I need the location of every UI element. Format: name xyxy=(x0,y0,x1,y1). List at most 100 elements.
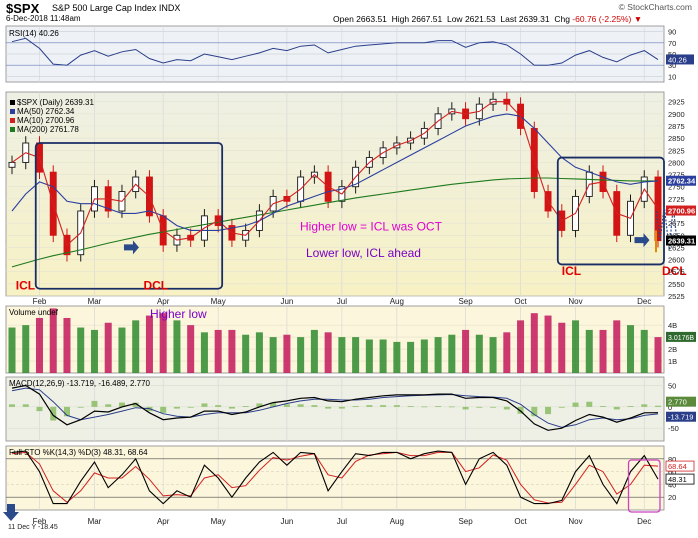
price-tick-label: 2850 xyxy=(668,134,685,143)
volume-bar xyxy=(448,334,456,373)
price-tick-label: 2825 xyxy=(668,146,685,155)
macd-histogram-bar xyxy=(503,406,510,410)
low-value: 2621.53 xyxy=(464,14,496,24)
x-tick-label: Oct xyxy=(514,517,527,526)
macd-histogram-bar xyxy=(338,406,345,409)
x-tick-label: May xyxy=(211,297,226,306)
x-tick-label: Aug xyxy=(390,297,404,306)
volume-tick-label: 1B xyxy=(668,357,677,366)
macd-histogram-bar xyxy=(435,406,442,407)
macd-histogram-bar xyxy=(160,406,167,413)
volume-bar xyxy=(434,337,442,373)
down-arrow-icon xyxy=(3,504,19,521)
earnings-label: 11 Dec Y -18.45 xyxy=(8,524,58,531)
price-last-value-label: 2639.31 xyxy=(668,236,695,245)
annotation-box-oct-dec xyxy=(556,156,665,266)
rsi-tick-label: 10 xyxy=(668,72,676,81)
volume-bar xyxy=(365,339,373,373)
price-tick-label: 2900 xyxy=(668,110,685,119)
macd-histogram-bar xyxy=(215,405,222,407)
price-tick-label: 2600 xyxy=(668,256,685,265)
volume-tick-label: 4B xyxy=(668,321,677,330)
volume-bar xyxy=(159,313,167,373)
price-legend-symbol: $SPX (Daily) 2639.31 xyxy=(10,98,94,107)
volume-last-value-label: 3.0176B xyxy=(668,335,694,342)
x-tick-label: Aug xyxy=(390,517,404,526)
ma10-line xyxy=(11,101,659,246)
x-tick-label: Mar xyxy=(88,517,102,526)
macd-histogram-bar xyxy=(63,406,70,417)
macd-histogram-bar xyxy=(531,406,538,417)
volume-bar xyxy=(627,325,635,373)
annotation-box-sto xyxy=(627,459,661,513)
down-triangle-icon: ▼ xyxy=(633,14,643,24)
high-label: High xyxy=(391,14,410,24)
last-value: 2639.31 xyxy=(518,14,550,24)
high-value: 2667.51 xyxy=(411,14,443,24)
volume-bar xyxy=(613,320,621,373)
volume-bar xyxy=(503,332,511,373)
sto-panel-title: Full STO %K(14,3) %D(3) 48.31, 68.64 xyxy=(9,448,148,457)
macd-histogram-bar xyxy=(311,405,318,407)
price-candle-body xyxy=(654,176,662,242)
x-tick-label: Feb xyxy=(33,517,47,526)
price-tick-label: 2525 xyxy=(668,292,685,301)
volume-bar xyxy=(338,337,346,373)
volume-bar xyxy=(420,339,428,373)
price-last-value-tag xyxy=(666,205,696,216)
volume-panel-bg xyxy=(5,305,665,374)
x-tick-label: Jul xyxy=(337,297,347,306)
legend-label-price: $SPX (Daily) 2639.31 xyxy=(17,98,94,107)
volume-bar xyxy=(104,322,112,373)
annotation-icl-feb: ICL xyxy=(16,279,35,293)
x-tick-label: Sep xyxy=(458,297,473,306)
macd-histogram-bar xyxy=(586,401,593,407)
macd-histogram-bar xyxy=(270,402,277,407)
price-last-value-tag xyxy=(666,175,696,186)
price-tick-label: 2775 xyxy=(668,171,685,180)
macd-histogram-bar xyxy=(173,406,180,409)
sto-tick-label: 40 xyxy=(668,480,676,489)
rsi-tick-label: 90 xyxy=(668,28,676,37)
volume-bar xyxy=(22,325,30,373)
macd-histogram-bar xyxy=(613,406,620,410)
volume-bar xyxy=(283,334,291,373)
price-legend-ma10: MA(10) 2700.96 xyxy=(10,116,74,125)
macd-histogram-bar xyxy=(118,402,125,407)
rsi-tick-label: 70 xyxy=(668,39,676,48)
x-tick-label: Mar xyxy=(88,297,102,306)
chart-security-name: S&P 500 Large Cap Index INDX xyxy=(52,3,181,13)
macd-histogram-bar xyxy=(572,402,579,407)
volume-bar xyxy=(200,332,208,373)
macd-histogram-bar xyxy=(105,404,112,407)
volume-bar xyxy=(228,329,236,373)
price-tick-label: 2575 xyxy=(668,268,685,277)
volume-bar xyxy=(145,315,153,373)
x-tick-label: Jun xyxy=(280,517,293,526)
right-arrow-icon xyxy=(634,233,650,248)
volume-bar xyxy=(544,315,552,373)
volume-bar xyxy=(269,337,277,373)
open-value: 2663.51 xyxy=(356,14,387,24)
macd-line xyxy=(11,384,659,431)
volume-bar xyxy=(49,308,57,373)
price-tick-label: 2625 xyxy=(668,243,685,252)
macd-histogram-bar xyxy=(22,404,29,407)
price-last-value-label: 2762.34 xyxy=(668,177,696,186)
volume-bar xyxy=(352,337,360,373)
x-tick-label: Oct xyxy=(514,297,527,306)
x-tick-label: Jul xyxy=(337,517,347,526)
volume-bar xyxy=(572,320,580,373)
macd-histogram-bar xyxy=(490,406,497,408)
macd-histogram-bar xyxy=(36,406,43,412)
macd-histogram-bar xyxy=(517,406,524,414)
x-tick-label: Nov xyxy=(568,297,582,306)
rsi-line xyxy=(11,37,659,66)
annotation-box-feb-may xyxy=(34,142,224,290)
low-label: Low xyxy=(446,14,463,24)
price-tick-label: 2925 xyxy=(668,98,685,107)
legend-label-ma200: MA(200) 2761.78 xyxy=(17,125,79,134)
stockcharts-credit[interactable]: © StockCharts.com xyxy=(618,2,692,12)
macd-histogram-bar xyxy=(476,406,483,408)
sto-tick-label: 80 xyxy=(668,455,676,464)
